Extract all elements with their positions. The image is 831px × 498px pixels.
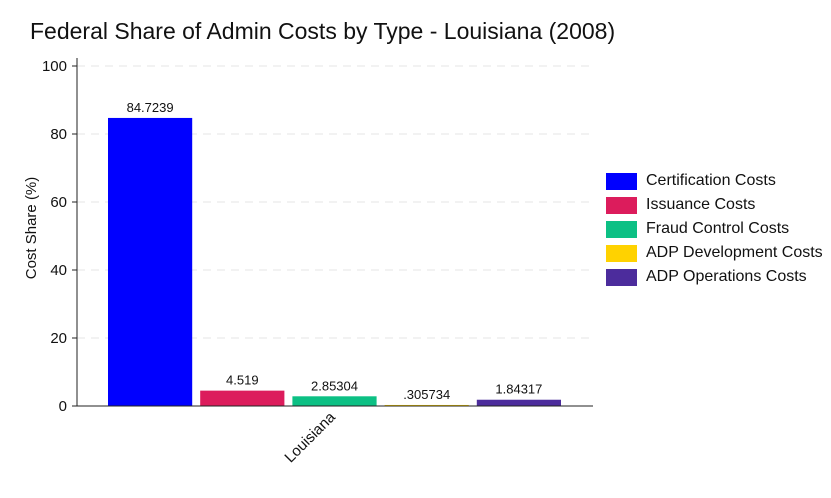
- legend-item-certification: Certification Costs: [606, 169, 823, 193]
- bar-adp-operations-costs: [476, 399, 561, 406]
- legend-swatch: [606, 268, 637, 286]
- legend-label: Fraud Control Costs: [646, 220, 790, 237]
- data-labels: 84.7239 4.519 2.85304 .305734 1.84317: [127, 100, 543, 402]
- data-label: 2.85304: [311, 378, 358, 393]
- bar-certification-costs: [108, 117, 193, 406]
- y-tick-label: 60: [50, 194, 67, 211]
- legend-swatch: [606, 172, 637, 190]
- chart-title: Federal Share of Admin Costs by Type - L…: [30, 18, 616, 44]
- data-label: 4.519: [226, 373, 259, 388]
- y-tick-label: 80: [50, 126, 67, 143]
- y-tick-label: 40: [50, 262, 67, 279]
- axes: [76, 58, 593, 407]
- bar-fraud-control-costs: [292, 396, 377, 406]
- bar-adp-development-costs: [384, 404, 469, 406]
- data-label: 1.84317: [495, 382, 542, 397]
- data-label: 84.7239: [127, 100, 174, 115]
- y-tick-label: 100: [42, 58, 67, 75]
- legend-label: Issuance Costs: [646, 196, 756, 213]
- bars: [108, 117, 561, 406]
- legend-swatch: [606, 220, 637, 238]
- legend-label: Certification Costs: [646, 172, 776, 189]
- y-ticks: 0 20 40 60 80 100: [42, 58, 77, 415]
- legend-label: ADP Development Costs: [646, 244, 823, 261]
- legend-item-issuance: Issuance Costs: [606, 193, 823, 217]
- data-label: .305734: [403, 387, 450, 402]
- legend-label: ADP Operations Costs: [646, 268, 807, 285]
- x-tick-label-louisiana: Louisiana: [281, 408, 339, 466]
- legend-swatch: [606, 244, 637, 262]
- legend-swatch: [606, 196, 637, 214]
- y-tick-label: 20: [50, 330, 67, 347]
- legend: Certification Costs Issuance Costs Fraud…: [606, 169, 823, 289]
- y-axis-title: Cost Share (%): [23, 177, 40, 280]
- legend-item-fraud-control: Fraud Control Costs: [606, 217, 823, 241]
- y-tick-label: 0: [59, 398, 67, 415]
- legend-item-adp-development: ADP Development Costs: [606, 241, 823, 265]
- bar-issuance-costs: [200, 390, 285, 406]
- legend-item-adp-operations: ADP Operations Costs: [606, 265, 823, 289]
